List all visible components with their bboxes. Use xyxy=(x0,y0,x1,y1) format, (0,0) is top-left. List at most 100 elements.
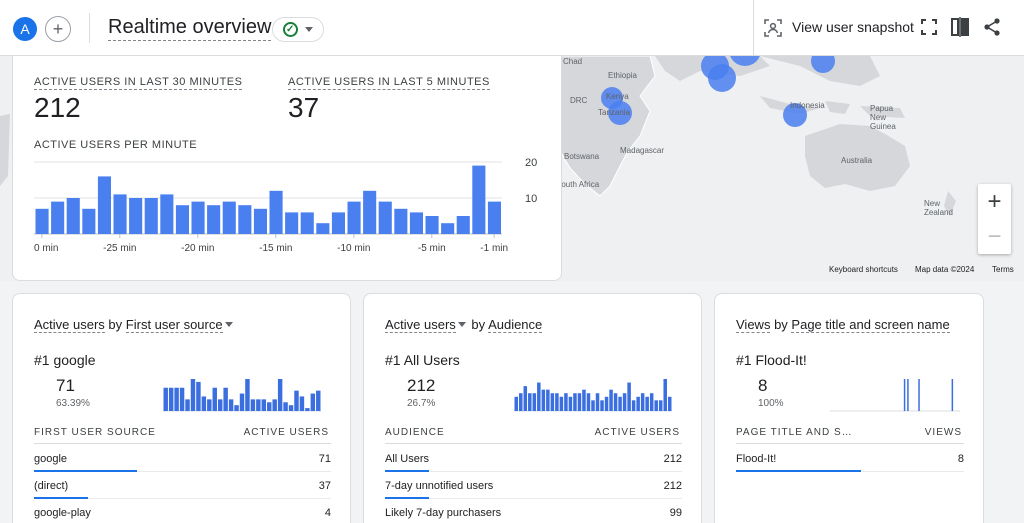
zoom-in-button[interactable]: + xyxy=(987,187,1002,215)
terms-link[interactable]: Terms xyxy=(992,265,1014,274)
chart-bar[interactable] xyxy=(378,201,392,234)
sparkline-bar xyxy=(627,382,631,411)
sparkline-bar xyxy=(667,396,672,411)
sparkline-bar xyxy=(207,399,212,411)
chart-bar[interactable] xyxy=(394,208,408,234)
x-tick-label: -30 min xyxy=(34,243,58,254)
sparkline-chart[interactable] xyxy=(830,374,960,412)
chart-bar[interactable] xyxy=(269,190,283,234)
fullscreen-icon[interactable] xyxy=(919,17,939,37)
card-title: Active users by Audience xyxy=(385,317,543,333)
add-comparison-button[interactable]: + xyxy=(45,16,71,42)
active-users-30-min-label[interactable]: ACTIVE USERS IN LAST 30 MINUTES xyxy=(34,76,243,90)
chart-bar[interactable] xyxy=(113,194,127,234)
chart-bar[interactable] xyxy=(51,201,65,234)
metric-selector[interactable]: Active users xyxy=(385,317,456,333)
chart-bar[interactable] xyxy=(175,205,189,234)
compare-icon[interactable] xyxy=(950,17,970,37)
chart-bar[interactable] xyxy=(191,201,205,234)
chart-bar[interactable] xyxy=(253,208,267,234)
sparkline-bar xyxy=(546,389,550,411)
keyboard-shortcuts-link[interactable]: Keyboard shortcuts xyxy=(829,265,898,274)
row-label: google-play xyxy=(34,507,91,519)
metric-selector[interactable]: Views xyxy=(736,317,771,333)
chart-bar[interactable] xyxy=(222,201,236,234)
dimension-selector[interactable]: Page title and screen name xyxy=(791,317,950,333)
sparkline-bar xyxy=(636,396,640,411)
column-header-metric[interactable]: ACTIVE USERS xyxy=(594,427,680,438)
sparkline-bar xyxy=(573,393,577,411)
view-user-snapshot-button[interactable]: View user snapshot xyxy=(792,19,914,35)
card-audience: Active users by Audience #1 All Users 212 2… xyxy=(363,293,702,523)
row-bar xyxy=(385,497,430,499)
status-dropdown[interactable]: ✓ xyxy=(272,17,324,42)
chart-bar[interactable] xyxy=(300,212,314,234)
active-users-per-minute-chart[interactable]: 20 10 -30 min -25 min -20 min -15 min -10 min -… xyxy=(34,152,554,262)
table-row[interactable]: Flood-It! 8 xyxy=(736,446,964,473)
metric-selector[interactable]: Active users xyxy=(34,317,105,333)
column-header-metric[interactable]: ACTIVE USERS xyxy=(243,427,329,438)
sparkline-bar xyxy=(163,387,168,411)
avatar[interactable]: A xyxy=(13,17,37,41)
x-tick-label: -1 min xyxy=(480,243,508,254)
column-header-dimension[interactable]: FIRST USER SOURCE xyxy=(34,427,156,438)
table-row[interactable]: Likely 7-day purchasers 99 xyxy=(385,500,682,523)
chart-bar[interactable] xyxy=(66,198,80,234)
sparkline-bar xyxy=(316,390,321,411)
chart-bar[interactable] xyxy=(472,165,486,234)
table-row[interactable]: 7-day unnotified users 212 xyxy=(385,473,682,500)
chevron-down-icon[interactable] xyxy=(224,322,233,327)
chart-bar[interactable] xyxy=(144,198,158,234)
top-rank-percent: 63.39% xyxy=(56,398,90,409)
chart-bar[interactable] xyxy=(238,205,252,234)
column-header-metric[interactable]: VIEWS xyxy=(924,427,962,438)
active-users-5-min-label[interactable]: ACTIVE USERS IN LAST 5 MINUTES xyxy=(288,76,490,90)
chart-bar[interactable] xyxy=(285,212,299,234)
chart-bar[interactable] xyxy=(35,208,49,234)
chart-bar[interactable] xyxy=(441,223,455,234)
chart-bar[interactable] xyxy=(97,176,111,234)
chart-bar[interactable] xyxy=(409,212,423,234)
chart-bar[interactable] xyxy=(347,201,361,234)
chart-bar[interactable] xyxy=(160,194,174,234)
sparkline-bar xyxy=(245,379,250,411)
chart-bar[interactable] xyxy=(82,208,96,234)
row-value: 212 xyxy=(663,453,682,465)
share-icon[interactable] xyxy=(982,17,1002,37)
table-row[interactable]: google 71 xyxy=(34,446,331,473)
card-title: Active users by First user source xyxy=(34,317,235,333)
sparkline-bar xyxy=(550,393,555,411)
chart-bar[interactable] xyxy=(316,223,330,234)
divider xyxy=(385,498,682,499)
chart-bar[interactable] xyxy=(363,190,377,234)
sparkline-bar xyxy=(595,393,600,411)
table-row[interactable]: (direct) 37 xyxy=(34,473,331,500)
dimension-selector[interactable]: First user source xyxy=(125,317,223,333)
row-bar xyxy=(736,470,862,472)
column-header-dimension[interactable]: AUDIENCE xyxy=(385,427,445,438)
y-tick-label: 20 xyxy=(525,157,537,169)
sparkline-chart[interactable] xyxy=(163,374,321,412)
chart-bar[interactable] xyxy=(331,212,345,234)
chart-bar[interactable] xyxy=(456,216,470,234)
sparkline-bar xyxy=(604,396,609,411)
dimension-selector[interactable]: Audience xyxy=(488,317,543,333)
sparkline-bar xyxy=(591,400,595,411)
page-title[interactable]: Realtime overview xyxy=(108,16,272,41)
chart-bar[interactable] xyxy=(487,201,501,234)
column-header-dimension[interactable]: PAGE TITLE AND S… xyxy=(736,427,853,438)
user-snapshot-icon[interactable] xyxy=(764,19,782,37)
chart-bar[interactable] xyxy=(207,205,221,234)
zoom-out-button[interactable]: − xyxy=(987,222,1002,250)
x-tick-label: -15 min xyxy=(259,243,292,254)
chevron-down-icon[interactable] xyxy=(457,322,466,327)
sparkline-chart[interactable] xyxy=(514,374,672,412)
table-row[interactable]: All Users 212 xyxy=(385,446,682,473)
sparkline-bar xyxy=(217,399,223,411)
divider xyxy=(736,443,964,444)
chart-bar[interactable] xyxy=(129,198,143,234)
x-tick-label: -25 min xyxy=(103,243,136,254)
table-row[interactable]: google-play 4 xyxy=(34,500,331,523)
sparkline-bar xyxy=(288,405,294,411)
chart-bar[interactable] xyxy=(425,216,439,234)
